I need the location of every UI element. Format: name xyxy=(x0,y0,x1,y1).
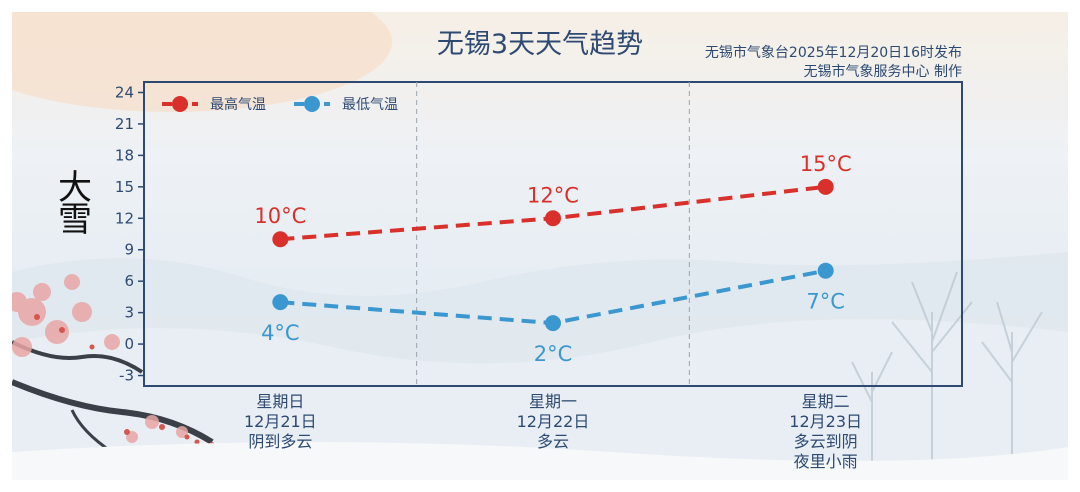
legend-label: 最低气温 xyxy=(342,97,398,113)
data-label: 12°C xyxy=(527,183,579,207)
data-point xyxy=(272,294,289,311)
date-label: 12月22日 xyxy=(516,412,590,431)
weekday-label: 星期日 xyxy=(256,392,305,411)
series-high: 10°C 12°C 15°C xyxy=(254,152,852,248)
producer-info: 无锡市气象服务中心 制作 xyxy=(803,64,962,80)
y-tick-label: -3 xyxy=(119,367,134,385)
y-tick-label: 24 xyxy=(115,83,134,101)
data-point xyxy=(545,315,561,332)
legend-marker xyxy=(304,96,320,112)
calligraphy-decoration: 大雪 xyxy=(58,171,98,237)
legend-marker xyxy=(172,96,188,112)
background-scenery xyxy=(12,12,1068,480)
data-point xyxy=(545,210,561,227)
winter-background xyxy=(12,12,1068,480)
date-label: 12月21日 xyxy=(243,412,317,431)
data-label: 10°C xyxy=(254,204,306,228)
legend-label: 最高气温 xyxy=(210,96,266,113)
data-point xyxy=(817,178,834,195)
y-axis: -3 0 3 6 9 12 15 18 21 24 xyxy=(115,83,144,385)
day-label: 星期二 12月23日 多云到阴 夜里小雨 xyxy=(746,392,906,472)
y-tick-label: 0 xyxy=(124,335,134,353)
issue-info: 无锡市气象台2025年12月20日16时发布 xyxy=(704,45,962,61)
weekday-label: 星期一 xyxy=(528,392,577,411)
calligraphy-text: 大雪 xyxy=(58,168,92,240)
weekday-label: 星期二 xyxy=(801,392,850,411)
blossom-branch xyxy=(12,274,214,454)
y-tick-label: 15 xyxy=(115,178,134,196)
y-tick-label: 21 xyxy=(115,115,134,133)
plot-area xyxy=(143,81,963,387)
day-separators xyxy=(416,82,690,386)
data-label: 2°C xyxy=(534,342,573,366)
data-label: 4°C xyxy=(261,321,300,345)
series-low: 4°C 2°C 7°C xyxy=(261,262,845,366)
data-point xyxy=(817,262,834,279)
data-point xyxy=(272,231,289,248)
data-label: 7°C xyxy=(806,290,845,314)
weather-label: 阴到多云 xyxy=(248,432,313,451)
chart-title: 无锡3天天气趋势 xyxy=(436,29,644,60)
data-label: 15°C xyxy=(800,152,852,176)
y-tick-label: 3 xyxy=(124,304,134,322)
weather-label: 多云 xyxy=(536,432,569,451)
y-tick-label: 12 xyxy=(115,209,134,227)
y-tick-label: 6 xyxy=(124,272,134,290)
y-tick-label: 18 xyxy=(115,146,134,164)
chart-legend: 最高气温 最低气温 xyxy=(162,96,398,113)
y-tick-label: 9 xyxy=(124,241,134,259)
weather-label: 多云到阴 xyxy=(793,432,858,451)
day-label: 星期日 12月21日 阴到多云 xyxy=(200,392,360,452)
series-layer: 10°C 12°C 15°C 4°C 2°C 7°C xyxy=(254,152,851,366)
date-label: 12月23日 xyxy=(789,412,863,431)
weather-label: 夜里小雨 xyxy=(793,452,858,471)
day-label: 星期一 12月22日 多云 xyxy=(473,392,633,452)
